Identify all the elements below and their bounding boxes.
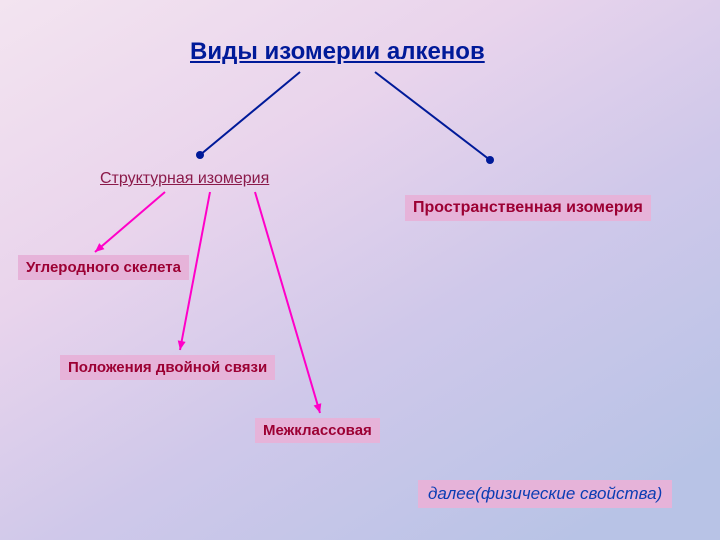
- node-carbon-skeleton: Углеродного скелета: [18, 255, 189, 280]
- node-double-bond-position: Положения двойной связи: [60, 355, 275, 380]
- diagram-title: Виды изомерии алкенов: [190, 38, 485, 66]
- node-structural-isomerism: Структурная изомерия: [100, 170, 269, 188]
- node-interclass: Межклассовая: [255, 418, 380, 443]
- next-link[interactable]: далее(физические свойства): [418, 480, 672, 508]
- diagram-canvas: Виды изомерии алкенов Структурная изомер…: [0, 0, 720, 540]
- node-spatial-isomerism: Пространственная изомерия: [405, 195, 651, 221]
